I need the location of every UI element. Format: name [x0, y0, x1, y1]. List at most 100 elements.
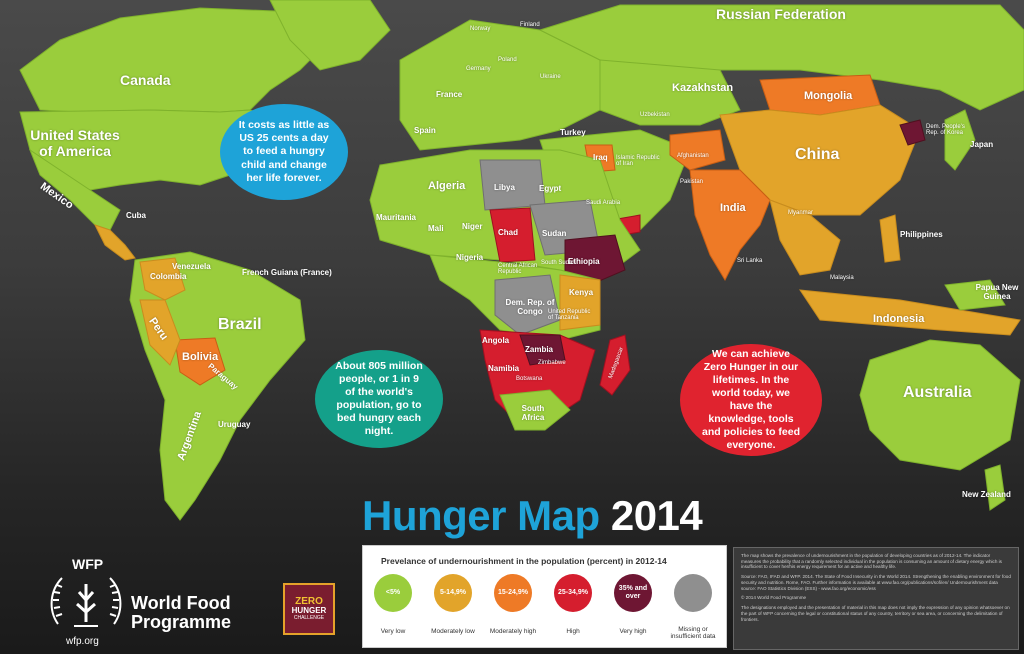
label-philippines: Philippines [900, 230, 943, 239]
label-botswana: Botswana [516, 376, 543, 382]
wfp-acronym: WFP [72, 556, 104, 572]
notes-panel: The map shows the prevalence of undernou… [733, 547, 1019, 650]
japan-shape [944, 109, 976, 171]
legend-caption-very-high: Very high [619, 628, 647, 635]
wfp-name-line1: World Food [131, 593, 231, 613]
label-zimbabwe: Zimbabwe [538, 360, 566, 366]
notes-source: Source: FAO, IFAD and WFP. 2014. The Sta… [741, 574, 1011, 591]
label-brazil: Brazil [218, 316, 262, 333]
zero-hunger-logo-line2: HUNGER [291, 606, 327, 616]
label-myanmar: Myanmar [788, 210, 814, 216]
label-south-sudan: South Sudan [541, 260, 576, 266]
label-new-zealand: New Zealand [962, 490, 1011, 499]
central-america-shape [94, 224, 136, 261]
label-french-guiana: French Guiana (France) [242, 268, 332, 277]
kazakhstan-shape [599, 59, 741, 126]
indonesia-shape [798, 289, 1021, 336]
notes-disclaimer: The designations employed and the presen… [741, 605, 1010, 622]
legend-swatch-missing [674, 574, 712, 612]
new-zealand-shape [984, 464, 1006, 511]
label-angola: Angola [482, 336, 510, 345]
title-part2: 2014 [610, 492, 703, 539]
label-uruguay: Uruguay [218, 420, 251, 429]
label-india: India [720, 202, 746, 214]
label-norway: Norway [470, 26, 491, 32]
label-ukraine: Ukraine [540, 74, 561, 80]
label-china: China [795, 146, 840, 163]
kenya-tanzania-shape [559, 274, 601, 331]
greenland-shape [269, 0, 391, 71]
notes-copyright: © 2014 World Food Programme [741, 595, 807, 601]
legend-caption-missing: Missing or insufficient data [670, 626, 716, 640]
legend-swatch-very-low: <5% [374, 574, 412, 612]
philippines-shape [879, 214, 901, 263]
label-nigeria: Nigeria [456, 253, 484, 262]
legend-caption-moderately-low: Moderately low [431, 628, 475, 635]
drc-shape [494, 274, 561, 336]
label-niger: Niger [462, 222, 483, 231]
label-mauritania: Mauritania [376, 213, 417, 222]
label-turkey: Turkey [560, 128, 586, 137]
label-sudan: Sudan [542, 229, 567, 238]
legend: Prevelance of undernourishment in the po… [362, 545, 727, 648]
europe-shape [399, 19, 601, 151]
label-cuba: Cuba [126, 211, 146, 220]
label-dprk: Dem. People's Rep. of Korea [926, 124, 965, 136]
label-mali: Mali [428, 224, 444, 233]
label-tanzania: United Republic of Tanzania [548, 309, 591, 321]
zero-hunger-logo-line1: ZERO [295, 595, 323, 607]
people-bubble: About 805 million people, or 1 in 9 of t… [315, 350, 443, 448]
legend-caption-high: High [566, 628, 580, 635]
legend-heading: Prevelance of undernourishment in the po… [381, 556, 667, 566]
label-drc: Dem. Rep. of Congo [505, 298, 555, 316]
label-egypt: Egypt [539, 184, 562, 193]
label-afghanistan: Afghanistan [677, 153, 709, 159]
label-saudi: Saudi Arabia [586, 200, 621, 206]
zambia-shape [519, 334, 566, 366]
label-pakistan: Pakistan [680, 179, 704, 185]
legend-swatch-very-high: 35% and over [614, 574, 652, 612]
label-poland: Poland [498, 57, 517, 63]
label-papua: Papua New Guinea [975, 283, 1019, 301]
afghanistan-shape [669, 129, 726, 171]
map-title: Hunger Map 2014 [362, 492, 703, 540]
label-russia: Russian Federation [716, 6, 846, 22]
legend-swatch-moderately-high: 15-24,9% [494, 574, 532, 612]
label-iraq: Iraq [593, 153, 608, 162]
label-algeria: Algeria [428, 180, 466, 192]
label-venezuela: Venezuela [172, 262, 211, 271]
label-spain: Spain [414, 126, 436, 135]
title-part1: Hunger Map [362, 492, 600, 539]
notes-text: The map shows the prevalence of undernou… [741, 553, 1002, 570]
papua-shape [944, 279, 1006, 311]
legend-caption-moderately-high: Moderately high [489, 628, 537, 635]
label-malaysia: Malaysia [830, 275, 854, 281]
chad-shape [489, 207, 536, 263]
label-zambia: Zambia [525, 345, 554, 354]
label-australia: Australia [903, 384, 972, 401]
wfp-name-line2: Programme [131, 612, 232, 632]
label-car: Central African Republic [498, 263, 538, 275]
legend-swatch-high: 25-34,9% [554, 574, 592, 612]
wfp-url: wfp.org [66, 636, 99, 647]
label-kazakhstan: Kazakhstan [672, 82, 734, 94]
label-south-africa: South Africa [521, 404, 545, 422]
south-america-shape [129, 251, 306, 521]
peru-shape [139, 299, 181, 366]
zero-hunger-logo: ZERO HUNGER CHALLENGE [283, 583, 335, 635]
wfp-name: World Food Programme [131, 594, 231, 632]
legend-swatch-moderately-low: 5-14,9% [434, 574, 472, 612]
madagascar-shape [599, 334, 631, 396]
label-ethiopia: Ethiopia [568, 257, 600, 266]
label-usa: United States of America [30, 127, 120, 159]
label-libya: Libya [494, 183, 515, 192]
dprk-shape [899, 119, 926, 146]
label-iran: Islamic Republic of Iran [616, 155, 660, 167]
label-bolivia: Bolivia [182, 351, 219, 363]
colombia-shape [139, 257, 186, 301]
label-japan: Japan [970, 140, 994, 149]
india-shape [689, 169, 771, 282]
australia-shape [859, 339, 1021, 471]
